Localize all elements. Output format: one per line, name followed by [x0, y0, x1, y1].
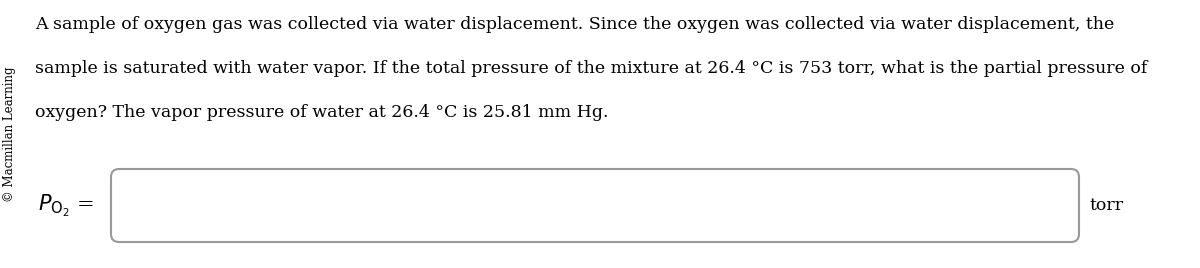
Text: torr: torr [1090, 198, 1124, 214]
Text: © Macmillan Learning: © Macmillan Learning [4, 66, 17, 202]
Text: oxygen? The vapor pressure of water at 26.4 °C is 25.81 mm Hg.: oxygen? The vapor pressure of water at 2… [35, 104, 608, 121]
FancyBboxPatch shape [112, 169, 1079, 242]
Text: A sample of oxygen gas was collected via water displacement. Since the oxygen wa: A sample of oxygen gas was collected via… [35, 16, 1115, 33]
Text: sample is saturated with water vapor. If the total pressure of the mixture at 26: sample is saturated with water vapor. If… [35, 60, 1147, 77]
Text: $\mathit{P}_{\mathrm{O_2}}$ =: $\mathit{P}_{\mathrm{O_2}}$ = [38, 193, 94, 219]
